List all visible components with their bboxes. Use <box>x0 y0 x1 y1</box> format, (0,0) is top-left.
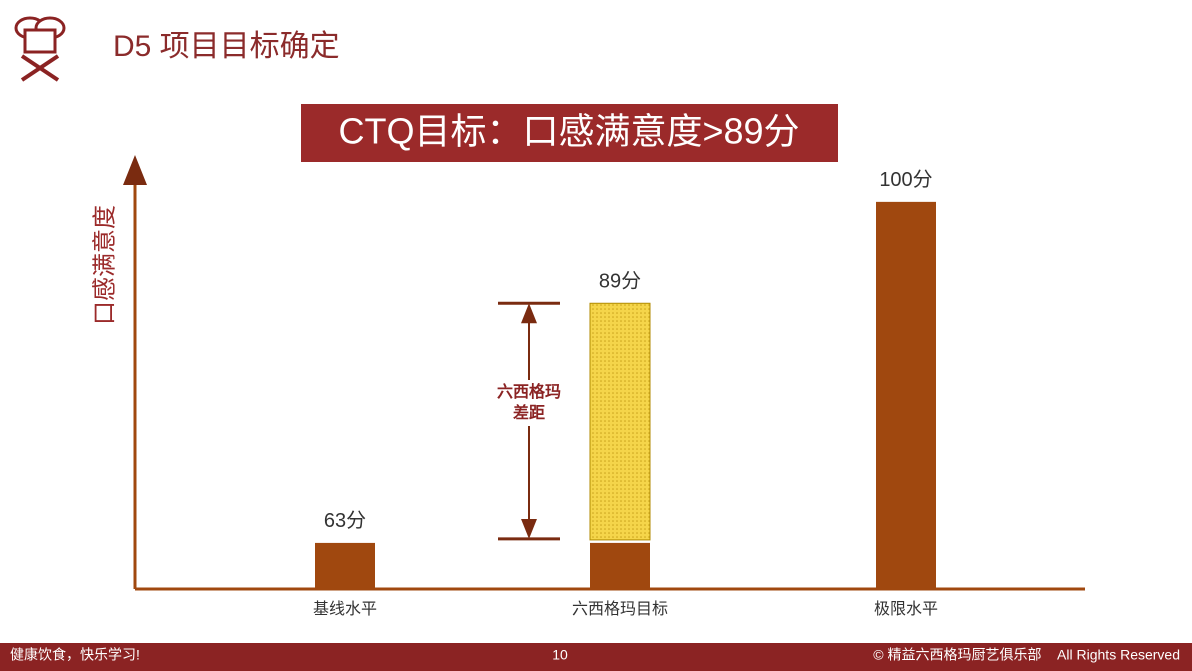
footer-right: © 精益六西格玛厨艺俱乐部 All Rights Reserved <box>873 647 1180 663</box>
footer-left: 健康饮食，快乐学习! <box>10 647 140 663</box>
x-tick-label: 六西格玛目标 <box>572 600 668 618</box>
page-number: 10 <box>552 647 568 663</box>
x-tick-label: 基线水平 <box>313 600 377 618</box>
annotation: 六西格玛 <box>497 382 561 401</box>
x-tick-label: 极限水平 <box>874 600 938 618</box>
value-label: 63分 <box>324 509 366 532</box>
gap-bar <box>589 302 651 541</box>
bar <box>876 201 936 589</box>
logo <box>14 16 66 82</box>
annotation: 差距 <box>513 403 545 422</box>
header-title: D5 项目目标确定 <box>113 30 340 63</box>
footer-bar <box>0 643 1192 671</box>
value-label: 100分 <box>879 168 932 191</box>
title-box <box>301 104 838 162</box>
chart-title: CTQ目标：口感满意度>89分 <box>338 111 799 152</box>
annotation-bg <box>489 380 569 426</box>
y-axis-label: 口感满意度 <box>91 205 118 325</box>
bar <box>315 542 375 589</box>
baseline-part <box>590 542 650 589</box>
value-label: 89分 <box>599 270 641 293</box>
